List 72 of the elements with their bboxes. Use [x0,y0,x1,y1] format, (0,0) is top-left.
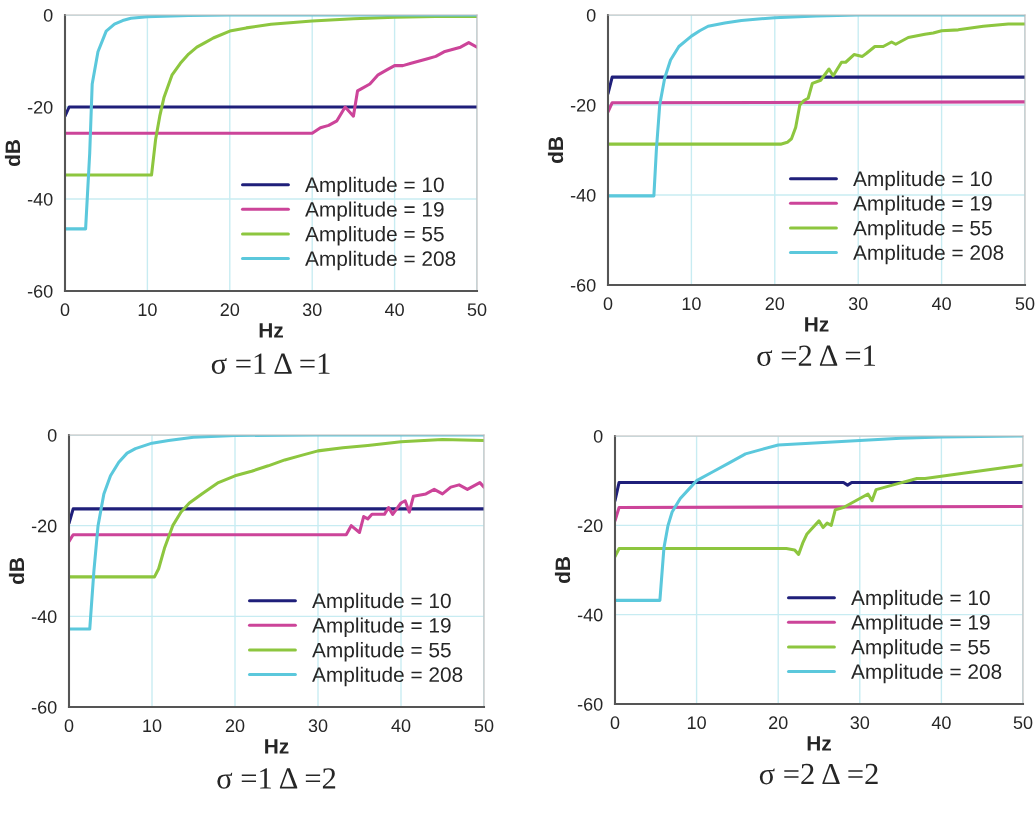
x-tick-label: 40 [931,716,951,730]
x-tick-label: 20 [220,303,240,317]
y-tick-label: 0 [47,428,57,442]
y-tick-label: -40 [31,610,57,624]
legend-label: Amplitude = 55 [305,226,444,246]
y-axis-title: dB [547,137,564,164]
x-tick-label: 20 [769,716,788,730]
x-axis-title: Hz [259,323,283,338]
line-series [608,22,1025,146]
legend-label: Amplitude = 208 [851,663,1002,684]
legend-label: Amplitude = 19 [305,201,444,221]
legend-label: Amplitude = 208 [312,666,463,687]
x-tick-label: 50 [1013,716,1033,730]
text: σ =1 Δ =2 [217,768,336,789]
x-axis-title: Hz [805,317,829,332]
y-axis-title: dB [554,557,571,584]
y-tick-label: -40 [570,188,596,202]
x-tick-label: 0 [603,297,613,311]
line-series [69,481,484,544]
line-series [65,41,477,135]
x-tick-label: 10 [687,716,706,730]
line-series [615,463,1023,559]
legend-label: Amplitude = 19 [312,617,451,637]
x-tick-label: 30 [850,716,870,730]
y-axis-title: dB [4,140,21,167]
x-tick-label: 50 [474,719,494,733]
y-tick-label: -60 [570,278,596,292]
legend-label: Amplitude = 19 [851,614,990,634]
x-tick-label: 40 [391,719,411,733]
y-tick-label: -60 [577,697,603,711]
text: σ =2 Δ =1 [757,345,876,367]
legend-label: Amplitude = 10 [853,170,992,191]
x-tick-label: 0 [60,303,70,317]
x-tick-label: 10 [138,303,157,317]
y-axis-title: dB [8,558,25,585]
x-tick-label: 50 [467,303,487,317]
x-tick-label: 10 [682,297,701,311]
text: σ =1 Δ =1 [211,353,330,375]
y-tick-label: -60 [27,284,53,298]
legend-label: Amplitude = 10 [312,592,451,613]
legend-label: Amplitude = 55 [851,639,990,659]
x-tick-label: 30 [308,719,328,733]
y-tick-label: -40 [27,192,53,206]
x-tick-label: 30 [302,303,322,317]
x-tick-label: 10 [143,719,162,733]
legend-label: Amplitude = 208 [305,250,456,271]
y-tick-label: -20 [27,100,53,114]
y-tick-label: -40 [577,608,603,622]
y-tick-label: 0 [43,8,53,22]
x-tick-label: 40 [384,303,404,317]
legend-label: Amplitude = 55 [853,220,992,240]
legend-label: Amplitude = 10 [305,176,444,197]
x-tick-label: 0 [610,716,620,730]
x-tick-label: 0 [64,719,74,733]
x-tick-label: 20 [225,719,245,733]
y-tick-label: 0 [593,429,603,443]
x-tick-label: 50 [1015,297,1035,311]
y-tick-label: -60 [31,700,57,714]
y-tick-label: 0 [586,8,596,22]
text: σ =2 Δ =2 [759,763,878,785]
y-tick-label: -20 [570,98,596,112]
x-axis-title: Hz [265,739,289,754]
x-axis-title: Hz [807,736,831,751]
legend-label: Amplitude = 10 [851,589,990,610]
legend-label: Amplitude = 55 [312,642,451,662]
x-tick-label: 30 [848,297,868,311]
legend-label: Amplitude = 19 [853,195,992,215]
y-tick-label: -20 [31,519,57,533]
x-tick-label: 40 [931,297,951,311]
y-tick-label: -20 [577,519,603,533]
legend-label: Amplitude = 208 [853,244,1004,265]
x-tick-label: 20 [765,297,785,311]
